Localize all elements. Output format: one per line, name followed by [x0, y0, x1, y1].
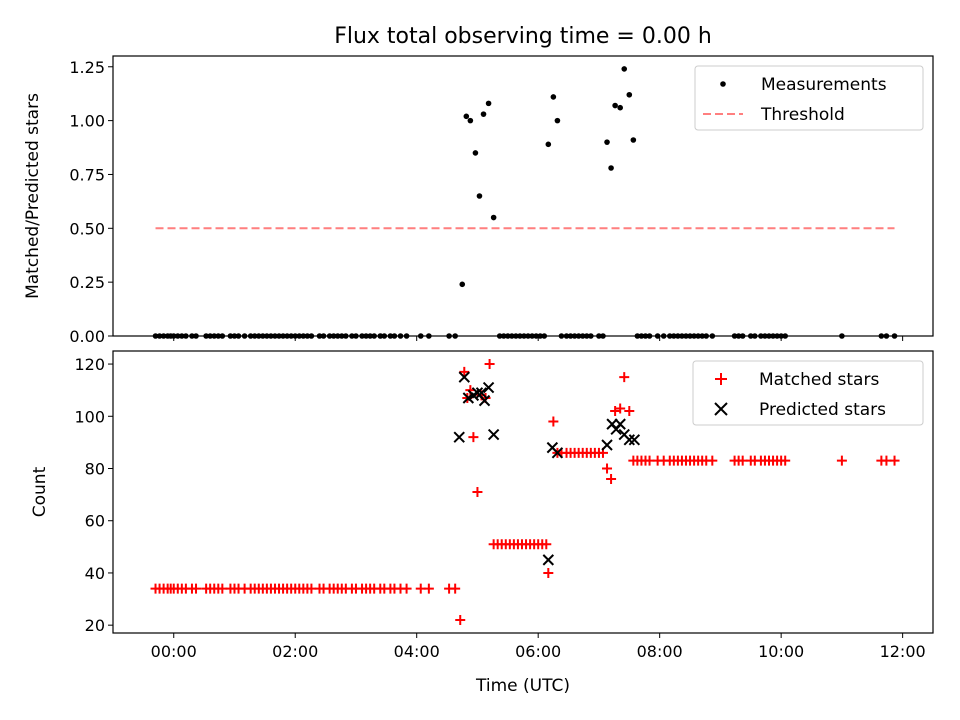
- measurement-point: [463, 113, 470, 120]
- matched-star-point: [624, 406, 635, 417]
- matched-star-point: [548, 416, 559, 427]
- y-tick-label: 60: [85, 512, 105, 531]
- bottom-plot: 20 40 60 80 100 120 00:00 02:00 04:00 06:00 08:00 1…: [30, 350, 934, 696]
- legend-label: Threshold: [760, 105, 845, 125]
- legend-box: [694, 65, 924, 131]
- x-axis-label: Time (UTC): [475, 676, 570, 696]
- legend-label: Predicted stars: [759, 400, 886, 420]
- matched-star-point: [484, 359, 495, 370]
- matched-star-point: [606, 473, 617, 484]
- measurement-point: [617, 104, 623, 111]
- legend-measurements-marker: [720, 81, 726, 87]
- measurement-point: [550, 94, 557, 100]
- measurement-point: [490, 214, 497, 221]
- top-plot: 0.00 0.25 0.50 0.75 1.00 1.25 Matched/Predicte…: [23, 55, 934, 346]
- x-tick-label: 06:00: [515, 642, 561, 661]
- chart-title: Flux total observing time = 0.00 h: [334, 24, 712, 49]
- measurement-point: [472, 150, 479, 156]
- x-tick-label: 04:00: [394, 642, 440, 661]
- matched-star-point: [707, 455, 718, 466]
- y-tick-label: 100: [74, 407, 105, 426]
- x-tick-label: 00:00: [151, 642, 197, 661]
- axes-frame: [112, 350, 934, 634]
- predicted-star-point: [475, 387, 488, 399]
- legend-label: Measurements: [761, 75, 887, 95]
- predicted-star-point: [453, 431, 465, 443]
- matched-star-point: [889, 455, 900, 466]
- matched-star-point: [541, 539, 552, 550]
- matched-star-point: [191, 583, 202, 594]
- measurement-point: [476, 193, 483, 199]
- matched-star-point: [836, 455, 847, 466]
- y-tick-label: 0.25: [69, 273, 105, 292]
- measurement-point: [459, 281, 466, 288]
- y-tick-label: 0.50: [69, 219, 105, 238]
- y-tick-label: 80: [85, 460, 105, 479]
- matched-star-point: [602, 463, 613, 474]
- measurement-point: [621, 66, 628, 72]
- y-tick-label: 0.00: [69, 327, 105, 346]
- predicted-star-point: [614, 418, 626, 430]
- matched-star-point: [401, 583, 412, 594]
- measurement-point: [467, 117, 474, 124]
- matched-star-point: [468, 432, 479, 443]
- y-axis-label: Count: [30, 466, 50, 517]
- measurement-point: [485, 100, 492, 107]
- predicted-star-point: [628, 434, 641, 446]
- predicted-star-point: [623, 434, 636, 446]
- legend-matched-marker: [715, 373, 727, 385]
- measurement-point: [480, 111, 487, 117]
- matched-star-point: [450, 583, 461, 594]
- y-tick-label: 20: [85, 616, 105, 635]
- measurement-point: [612, 102, 618, 109]
- x-tick-label: 02:00: [272, 642, 318, 661]
- predicted-star-point: [551, 447, 564, 459]
- matched-star-point: [459, 366, 470, 377]
- y-tick-label: 1.00: [69, 112, 105, 131]
- measurement-point: [604, 139, 610, 145]
- measurement-point: [626, 91, 633, 98]
- matched-star-point: [610, 406, 621, 417]
- y-tick-label: 40: [85, 564, 105, 583]
- y-tick-label: 0.75: [69, 165, 105, 184]
- matched-star-point: [472, 487, 483, 497]
- matched-star-point: [619, 372, 630, 383]
- matched-star-point: [615, 403, 626, 414]
- y-axis-label: Matched/Predicted stars: [23, 93, 43, 299]
- predicted-star-point: [487, 428, 500, 441]
- matched-star-point: [423, 583, 434, 594]
- legend-box: [692, 360, 924, 426]
- predicted-star-point: [601, 439, 613, 451]
- y-tick-label: 120: [74, 355, 105, 374]
- legend-label: Matched stars: [759, 370, 879, 390]
- measurement-point: [608, 165, 614, 171]
- y-tick-label: 1.25: [69, 58, 105, 77]
- x-tick-label: 08:00: [637, 642, 683, 661]
- legend-predicted-marker: [714, 402, 728, 416]
- predicted-star-point: [482, 381, 495, 394]
- measurement-point: [630, 137, 637, 143]
- measurement-point: [554, 117, 561, 124]
- predicted-star-point: [458, 371, 470, 383]
- matched-star-point: [780, 455, 791, 466]
- x-tick-label: 10:00: [758, 642, 804, 661]
- matched-star-point: [543, 567, 554, 578]
- matched-star-point: [455, 614, 466, 625]
- axes-frame: [112, 55, 934, 337]
- x-tick-label: 12:00: [880, 642, 926, 661]
- measurement-point: [545, 141, 552, 148]
- predicted-star-point: [478, 394, 491, 407]
- predicted-star-point: [542, 554, 555, 566]
